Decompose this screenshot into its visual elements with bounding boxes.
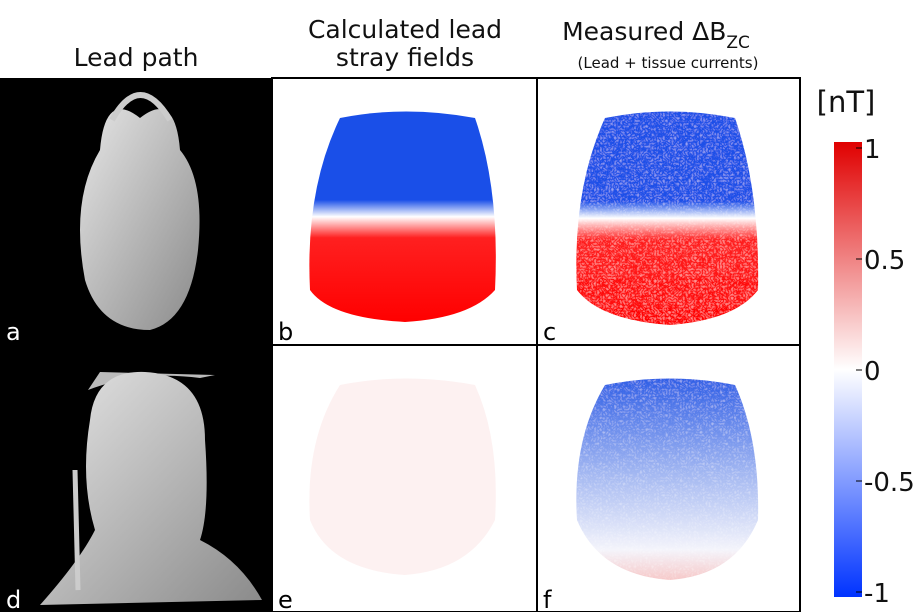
colorbar-tick-label: -0.5 xyxy=(864,468,915,498)
panel-label: a xyxy=(6,318,21,346)
header: Calculated lead xyxy=(308,15,502,44)
field-map xyxy=(576,378,759,580)
field-map xyxy=(309,378,496,575)
panel-label: b xyxy=(278,318,293,346)
header: Lead path xyxy=(74,43,199,72)
panel-label: d xyxy=(6,586,21,612)
header: Measured ΔBZC xyxy=(562,17,750,53)
field-map xyxy=(576,111,759,325)
colorbar-tick-label: 1 xyxy=(864,135,881,165)
panel-label: e xyxy=(278,586,293,612)
header-main: Measured ΔB xyxy=(562,17,726,46)
colorbar-tick-label: 0 xyxy=(864,357,881,387)
panel-label: f xyxy=(543,586,552,612)
colorbar-tick-label: 0.5 xyxy=(864,246,905,276)
header-sub: ZC xyxy=(726,33,750,53)
head-render xyxy=(40,92,262,605)
field-map xyxy=(309,111,496,322)
colorbar-tick-label: -1 xyxy=(864,579,890,609)
header: stray fields xyxy=(336,43,474,72)
header-note: (Lead + tissue currents) xyxy=(578,54,759,72)
colorbar-unit: [nT] xyxy=(817,85,876,119)
panel-label: c xyxy=(543,318,556,346)
